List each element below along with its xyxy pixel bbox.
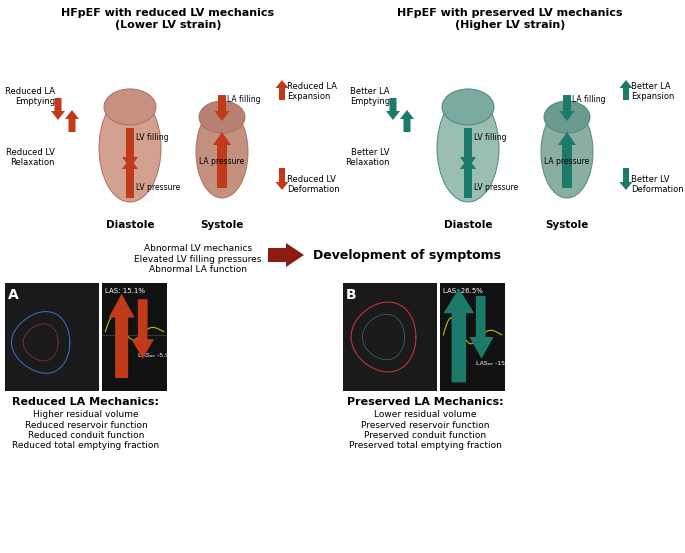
Text: Preserved conduit function: Preserved conduit function [364, 431, 486, 440]
Ellipse shape [437, 94, 499, 202]
Text: Diastole: Diastole [444, 220, 493, 230]
Text: Reduced total emptying fraction: Reduced total emptying fraction [12, 441, 160, 451]
Text: LA pressure: LA pressure [199, 158, 245, 166]
Text: HFpEF with reduced LV mechanics
(Lower LV strain): HFpEF with reduced LV mechanics (Lower L… [62, 8, 275, 30]
Polygon shape [65, 110, 79, 132]
Text: Preserved reservoir function: Preserved reservoir function [361, 420, 489, 430]
Polygon shape [558, 132, 576, 188]
Text: Reduced LA
Emptying: Reduced LA Emptying [5, 87, 55, 106]
Text: HFpEF with preserved LV mechanics
(Higher LV strain): HFpEF with preserved LV mechanics (Highe… [397, 8, 623, 30]
Polygon shape [460, 158, 476, 198]
Polygon shape [214, 95, 229, 121]
Text: Reduced LA Mechanics:: Reduced LA Mechanics: [12, 397, 160, 407]
Text: Diastole: Diastole [105, 220, 154, 230]
Text: Elevated LV filling pressures: Elevated LV filling pressures [134, 254, 262, 263]
Text: Preserved LA Mechanics:: Preserved LA Mechanics: [347, 397, 503, 407]
Text: A: A [8, 289, 19, 302]
Bar [102, 283, 167, 391]
Text: Better LV
Deformation: Better LV Deformation [631, 175, 684, 195]
Text: Better LA
Emptying: Better LA Emptying [350, 87, 390, 106]
Text: Higher residual volume: Higher residual volume [33, 410, 139, 419]
Polygon shape [122, 128, 138, 168]
Text: LAS: 26.5%: LAS: 26.5% [443, 289, 484, 294]
Ellipse shape [199, 101, 245, 133]
Text: LAS: 15.1%: LAS: 15.1% [105, 289, 145, 294]
Text: LASₒₑ -5.9%: LASₒₑ -5.9% [138, 353, 175, 358]
Text: Reduced LV
Relaxation: Reduced LV Relaxation [6, 148, 55, 168]
Polygon shape [386, 98, 400, 120]
Text: Abnormal LV mechanics: Abnormal LV mechanics [144, 244, 252, 253]
Polygon shape [275, 80, 288, 100]
Text: LASₒₑ -15.2%: LASₒₑ -15.2% [476, 361, 517, 366]
Text: LA filling: LA filling [572, 95, 606, 104]
Text: LV pressure: LV pressure [136, 184, 180, 192]
Polygon shape [460, 128, 476, 168]
Text: Better LV
Relaxation: Better LV Relaxation [345, 148, 390, 168]
Ellipse shape [196, 106, 248, 198]
Polygon shape [268, 243, 304, 267]
Polygon shape [109, 294, 134, 378]
Ellipse shape [541, 106, 593, 198]
Polygon shape [619, 168, 632, 190]
Polygon shape [469, 296, 494, 358]
Text: Systole: Systole [200, 220, 244, 230]
Polygon shape [213, 132, 231, 188]
Polygon shape [122, 158, 138, 198]
Bar [440, 283, 505, 391]
Ellipse shape [99, 94, 161, 202]
Text: LV filling: LV filling [136, 133, 169, 143]
Text: Preserved total emptying fraction: Preserved total emptying fraction [349, 441, 501, 451]
Text: Reduced LV
Deformation: Reduced LV Deformation [287, 175, 340, 195]
Polygon shape [443, 289, 474, 382]
Polygon shape [619, 80, 632, 100]
Ellipse shape [104, 89, 156, 125]
Text: Reduced reservoir function: Reduced reservoir function [25, 420, 147, 430]
Text: Reduced conduit function: Reduced conduit function [28, 431, 144, 440]
Text: LA pressure: LA pressure [545, 158, 590, 166]
Text: LV filling: LV filling [474, 133, 506, 143]
Polygon shape [560, 95, 575, 121]
Text: LV pressure: LV pressure [474, 184, 519, 192]
Text: Lower residual volume: Lower residual volume [374, 410, 476, 419]
Text: Development of symptoms: Development of symptoms [313, 248, 501, 262]
Polygon shape [275, 168, 288, 190]
Polygon shape [51, 98, 65, 120]
Polygon shape [400, 110, 414, 132]
Ellipse shape [442, 89, 494, 125]
Bar [343, 283, 437, 391]
Text: Systole: Systole [545, 220, 588, 230]
Polygon shape [132, 299, 154, 358]
Text: LA filling: LA filling [227, 95, 260, 104]
Ellipse shape [544, 101, 590, 133]
Bar [5, 283, 99, 391]
Text: Abnormal LA function: Abnormal LA function [149, 265, 247, 274]
Text: Better LA
Expansion: Better LA Expansion [631, 82, 674, 101]
Text: B: B [346, 289, 357, 302]
Text: Reduced LA
Expansion: Reduced LA Expansion [287, 82, 337, 101]
